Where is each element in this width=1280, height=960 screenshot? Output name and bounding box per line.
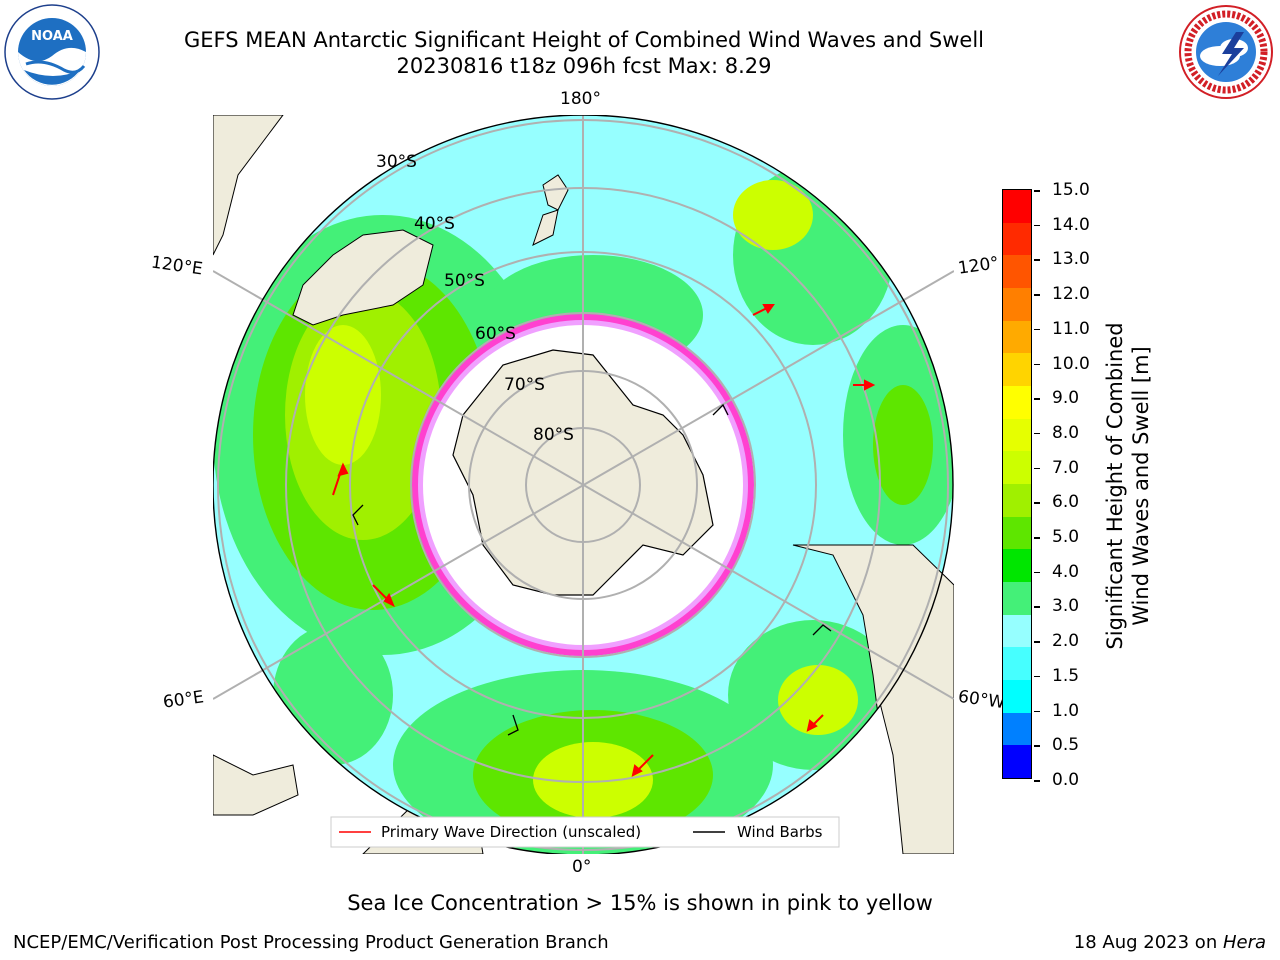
colorbar-tick-mark <box>1034 571 1040 574</box>
colorbar-tick-mark <box>1034 259 1040 261</box>
colorbar-tick-mark <box>1034 190 1040 192</box>
colorbar-segment <box>1003 549 1031 583</box>
lon-label-right-upper: 120° <box>956 253 1001 279</box>
colorbar-tick-label: 4.0 <box>1052 561 1080 582</box>
colorbar-segment <box>1003 484 1031 517</box>
colorbar-segment <box>1003 582 1031 615</box>
footer-right: 18 Aug 2023 on Hera <box>1074 932 1266 953</box>
chart-title: GEFS MEAN Antarctic Significant Height o… <box>183 28 985 52</box>
footer-date: 18 Aug 2023 on <box>1073 932 1223 953</box>
colorbar-tick-label: 0.5 <box>1052 735 1080 756</box>
colorbar <box>1002 189 1032 779</box>
colorbar-tick-label: 9.0 <box>1052 388 1080 409</box>
colorbar-segment <box>1003 386 1031 419</box>
lon-label-right-lower: 60°W <box>956 686 1007 714</box>
colorbar-segment <box>1003 745 1031 779</box>
footer-host: Hera <box>1222 932 1266 953</box>
colorbar-tick-mark <box>1034 432 1040 435</box>
colorbar-tick-mark <box>1034 502 1040 504</box>
colorbar-tick-label: 8.0 <box>1052 422 1080 443</box>
colorbar-ticks: 15.0 14.0 13.0 12.0 11.0 10.0 9.0 8.0 7.0 6.0 5.0 4… <box>1034 180 1104 790</box>
colorbar-tick-mark <box>1034 537 1040 539</box>
lat-label: 50°S <box>444 271 485 291</box>
colorbar-segment <box>1003 255 1031 289</box>
colorbar-tick-label: 2.0 <box>1052 631 1080 652</box>
legend-wave-label: Primary Wave Direction (unscaled) <box>381 823 641 841</box>
colorbar-tick-label: 13.0 <box>1052 249 1090 270</box>
colorbar-segment <box>1003 614 1031 648</box>
footer-left: NCEP/EMC/Verification Post Processing Pr… <box>13 932 609 953</box>
colorbar-title-line1: Significant Height of Combined <box>1103 322 1127 650</box>
noaa-logo: NOAA <box>4 4 100 100</box>
colorbar-segment <box>1003 353 1031 387</box>
colorbar-tick-mark <box>1034 328 1040 331</box>
colorbar-tick-label: 6.0 <box>1052 492 1080 513</box>
colorbar-tick-mark <box>1034 675 1040 678</box>
colorbar-tick-mark <box>1034 641 1040 643</box>
colorbar-tick-label: 3.0 <box>1052 596 1080 617</box>
colorbar-segment <box>1003 320 1031 354</box>
colorbar-tick-mark <box>1034 606 1040 608</box>
lat-label: 70°S <box>504 375 545 395</box>
lat-label: 80°S <box>533 425 574 445</box>
noaa-logo-text: NOAA <box>31 29 73 44</box>
colorbar-tick-mark <box>1034 294 1040 296</box>
colorbar-segment <box>1003 712 1031 746</box>
colorbar-tick-mark <box>1034 398 1040 400</box>
lon-label-bottom: 0° <box>572 857 592 877</box>
colorbar-tick-label: 12.0 <box>1052 284 1090 305</box>
legend-barb-label: Wind Barbs <box>737 823 823 841</box>
colorbar-tick-label: 10.0 <box>1052 353 1090 374</box>
colorbar-tick-label: 1.5 <box>1052 665 1080 686</box>
lon-label-top: 180° <box>560 89 601 109</box>
colorbar-segment <box>1003 451 1031 485</box>
colorbar-tick-mark <box>1034 363 1040 366</box>
chart-subtitle: 20230816 t18z 096h fcst Max: 8.29 <box>396 54 772 78</box>
colorbar-tick-mark <box>1034 467 1040 470</box>
lon-label-left-upper: 120°E <box>149 252 204 280</box>
colorbar-title-line2: Wind Waves and Swell [m] <box>1129 346 1153 626</box>
colorbar-segment <box>1003 516 1031 550</box>
lat-label: 40°S <box>414 214 455 234</box>
map-legend: Primary Wave Direction (unscaled) Wind B… <box>330 816 840 848</box>
colorbar-tick-label: 0.0 <box>1052 770 1080 790</box>
colorbar-tick-label: 15.0 <box>1052 180 1090 200</box>
colorbar-tick-label: 7.0 <box>1052 457 1080 478</box>
colorbar-tick-label: 11.0 <box>1052 318 1090 339</box>
polar-map: Primary Wave Direction (unscaled) Wind B… <box>213 115 954 854</box>
colorbar-segment <box>1003 288 1031 321</box>
colorbar-tick-mark <box>1034 224 1040 227</box>
lat-label: 30°S <box>376 152 417 172</box>
lon-label-left-lower: 60°E <box>161 687 206 713</box>
lat-label: 60°S <box>475 324 516 344</box>
colorbar-tick-mark <box>1034 745 1040 747</box>
nws-logo <box>1178 4 1274 100</box>
colorbar-tick-label: 14.0 <box>1052 214 1090 235</box>
colorbar-tick-mark <box>1034 780 1040 782</box>
colorbar-segment <box>1003 680 1031 713</box>
colorbar-segment <box>1003 418 1031 452</box>
colorbar-segment <box>1003 222 1031 256</box>
colorbar-tick-mark <box>1034 710 1040 713</box>
sea-ice-caption: Sea Ice Concentration > 15% is shown in … <box>347 891 933 915</box>
colorbar-segment <box>1003 647 1031 681</box>
colorbar-tick-label: 5.0 <box>1052 527 1080 548</box>
colorbar-segment <box>1003 190 1031 223</box>
colorbar-tick-label: 1.0 <box>1052 700 1080 721</box>
